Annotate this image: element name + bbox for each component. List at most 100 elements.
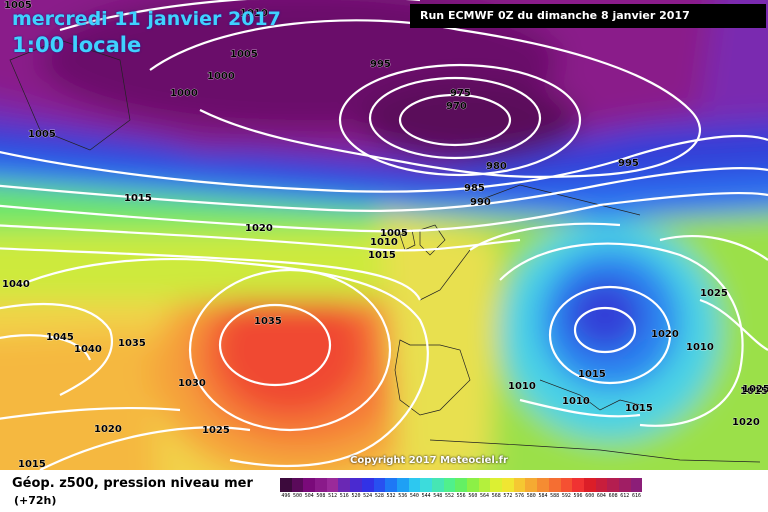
scale-color xyxy=(537,478,549,492)
scale-swatch: 600 xyxy=(583,478,596,502)
isobar-label: 1015 xyxy=(18,459,46,470)
isobar-label: 1020 xyxy=(94,424,122,435)
scale-color xyxy=(291,478,304,492)
scale-color xyxy=(326,478,339,492)
scale-label: 528 xyxy=(374,493,384,499)
scale-color xyxy=(525,478,538,492)
scale-label: 600 xyxy=(585,493,595,499)
scale-label: 592 xyxy=(561,493,571,499)
weather-map: 1005 1010 1005 995 1000 1000 1005 975 97… xyxy=(0,0,768,470)
isobar-label: 975 xyxy=(450,88,471,99)
scale-label: 576 xyxy=(515,493,525,499)
isobar-label: 1025 xyxy=(202,425,230,436)
scale-swatch: 608 xyxy=(607,478,619,502)
pressure-field-map: 1005 1010 1005 995 1000 1000 1005 975 97… xyxy=(0,0,768,470)
scale-label: 524 xyxy=(363,493,373,499)
isobar-label: 1005 xyxy=(380,228,408,239)
legend-bar: Géop. z500, pression niveau mer (+72h) 4… xyxy=(0,470,768,512)
scale-color xyxy=(513,478,526,492)
scale-color xyxy=(373,478,386,492)
scale-color xyxy=(502,478,514,492)
scale-swatch: 524 xyxy=(361,478,374,502)
scale-color xyxy=(385,478,397,492)
isobar-label: 985 xyxy=(464,183,485,194)
scale-color xyxy=(280,478,292,492)
scale-label: 604 xyxy=(596,493,606,499)
scale-color xyxy=(303,478,316,492)
scale-swatch: 568 xyxy=(490,478,503,502)
isobar-label: 1005 xyxy=(4,0,32,11)
scale-swatch: 508 xyxy=(315,478,327,502)
scale-swatch: 544 xyxy=(420,478,432,502)
isobar-label: 1020 xyxy=(732,417,760,428)
copyright-text: Copyright 2017 Meteociel.fr xyxy=(350,455,508,466)
isobar-label: 1025 xyxy=(742,384,768,395)
scale-label: 588 xyxy=(550,493,560,499)
scale-color xyxy=(618,478,631,492)
isobar-label: 1005 xyxy=(28,129,56,140)
isobar-label: 1020 xyxy=(651,329,679,340)
isobar-label: 1040 xyxy=(74,344,102,355)
isobar-label: 995 xyxy=(370,59,391,70)
scale-label: 496 xyxy=(281,493,291,499)
scale-swatch: 588 xyxy=(548,478,561,502)
scale-label: 500 xyxy=(293,493,303,499)
forecast-time: 1:00 locale xyxy=(12,33,142,57)
isobar-label: 1015 xyxy=(124,193,152,204)
scale-swatch: 592 xyxy=(560,478,573,502)
isobar-label: 1015 xyxy=(368,250,396,261)
scale-color xyxy=(548,478,561,492)
scale-label: 608 xyxy=(608,493,618,499)
scale-swatch: 584 xyxy=(537,478,549,502)
scale-label: 532 xyxy=(386,493,396,499)
scale-swatch: 560 xyxy=(467,478,479,502)
scale-color xyxy=(315,478,327,492)
isobar-label: 1015 xyxy=(740,386,768,397)
scale-swatch: 604 xyxy=(595,478,608,502)
scale-label: 616 xyxy=(631,493,641,499)
isobar-label: 1035 xyxy=(254,316,282,327)
scale-swatch: 552 xyxy=(443,478,456,502)
isobar-label: 1045 xyxy=(46,332,74,343)
color-scale: 496 500 504 508 512 516 520 524 528 532 536 540 544 5… xyxy=(280,478,643,502)
isobar-label: 1010 xyxy=(370,237,398,248)
scale-color xyxy=(420,478,432,492)
scale-label: 540 xyxy=(409,493,419,499)
model-run-info: Run ECMWF 0Z du dimanche 8 janvier 2017 xyxy=(410,4,766,28)
forecast-date: mercredi 11 janvier 2017 xyxy=(12,8,281,30)
scale-swatch: 564 xyxy=(478,478,491,502)
scale-swatch: 548 xyxy=(431,478,444,502)
isobar-label: 1020 xyxy=(245,223,273,234)
scale-swatch: 520 xyxy=(350,478,362,502)
scale-color xyxy=(338,478,351,492)
isobar-label: 995 xyxy=(618,158,639,169)
scale-label: 596 xyxy=(573,493,583,499)
scale-label: 548 xyxy=(433,493,443,499)
isobar-label: 980 xyxy=(486,161,507,172)
scale-color xyxy=(560,478,573,492)
isobar-label: 990 xyxy=(470,197,491,208)
isobar-label: 1010 xyxy=(240,8,268,19)
scale-label: 512 xyxy=(328,493,338,499)
scale-color xyxy=(595,478,608,492)
isobar-label: 1040 xyxy=(2,279,30,290)
scale-label: 572 xyxy=(503,493,513,499)
scale-color xyxy=(361,478,374,492)
isobar-label: 1030 xyxy=(178,378,206,389)
scale-label: 584 xyxy=(538,493,548,499)
scale-color xyxy=(467,478,479,492)
scale-swatch: 616 xyxy=(630,478,643,502)
scale-label: 536 xyxy=(398,493,408,499)
isobar-label: 1010 xyxy=(508,381,536,392)
scale-swatch: 596 xyxy=(572,478,584,502)
isobar-label: 1025 xyxy=(700,288,728,299)
isobar-label: 1015 xyxy=(578,369,606,380)
scale-swatch: 532 xyxy=(385,478,397,502)
scale-color xyxy=(490,478,503,492)
scale-label: 520 xyxy=(351,493,361,499)
isobar-label-group: 1005 1010 1005 995 1000 1000 1005 975 97… xyxy=(2,0,768,470)
scale-color xyxy=(607,478,619,492)
isobar-label: 1010 xyxy=(562,396,590,407)
scale-color xyxy=(572,478,584,492)
scale-swatch: 576 xyxy=(513,478,526,502)
